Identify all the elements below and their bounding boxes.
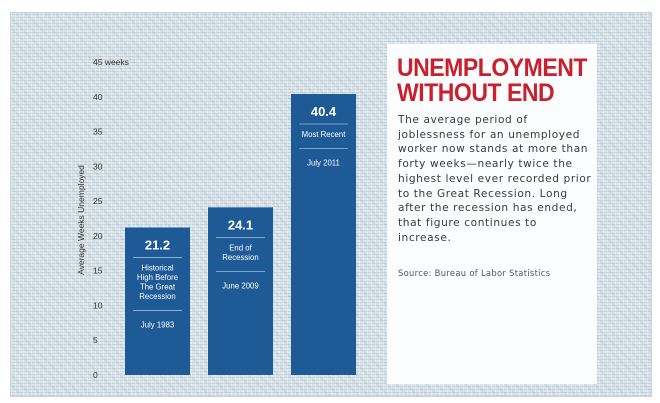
headline-line-2: WITHOUT END xyxy=(397,79,555,107)
y-tick-label: 15 xyxy=(93,266,103,276)
bar-date-label: June 2009 xyxy=(222,281,258,290)
headline: UNEMPLOYMENT WITHOUT END xyxy=(397,54,587,107)
y-tick-label: 0 xyxy=(93,370,98,380)
bar-description-line: Recession xyxy=(222,253,258,262)
bar-description-line: End of xyxy=(229,243,252,252)
bar-description-line: Historical xyxy=(141,264,173,273)
bar-description-line: Recession xyxy=(139,292,175,301)
bar xyxy=(125,227,190,375)
y-tick-label: 5 xyxy=(93,335,98,345)
y-axis-label: Average Weeks Unemployed xyxy=(76,165,86,275)
bar-value-label: 24.1 xyxy=(228,217,253,232)
y-axis-ticks: 0 5 10 15 20 25 30 35 40 45 weeks xyxy=(93,57,129,380)
bar-description-line: High Before xyxy=(137,273,178,282)
y-tick-label: 45 weeks xyxy=(93,57,129,67)
y-tick-label: 35 xyxy=(93,127,103,137)
y-tick-label: 30 xyxy=(93,161,103,171)
text-panel xyxy=(387,44,597,384)
bar-description-line: Most Recent xyxy=(302,130,347,139)
description-text: The average period of joblessness for an… xyxy=(398,114,592,244)
headline-line-1: UNEMPLOYMENT xyxy=(397,54,587,82)
bar xyxy=(208,207,273,375)
y-tick-label: 40 xyxy=(93,92,103,102)
bar-date-label: July 2011 xyxy=(307,158,340,167)
bar-value-label: 40.4 xyxy=(311,104,337,119)
y-tick-label: 20 xyxy=(93,231,103,241)
y-tick-label: 10 xyxy=(93,300,103,310)
bar-date-label: July 1983 xyxy=(141,321,174,330)
bar-description-line: The Great xyxy=(140,283,176,292)
bar xyxy=(291,93,356,376)
y-tick-label: 25 xyxy=(93,196,103,206)
source-note: Source: Bureau of Labor Statistics xyxy=(398,268,551,278)
bar-value-label: 21.2 xyxy=(145,238,170,253)
